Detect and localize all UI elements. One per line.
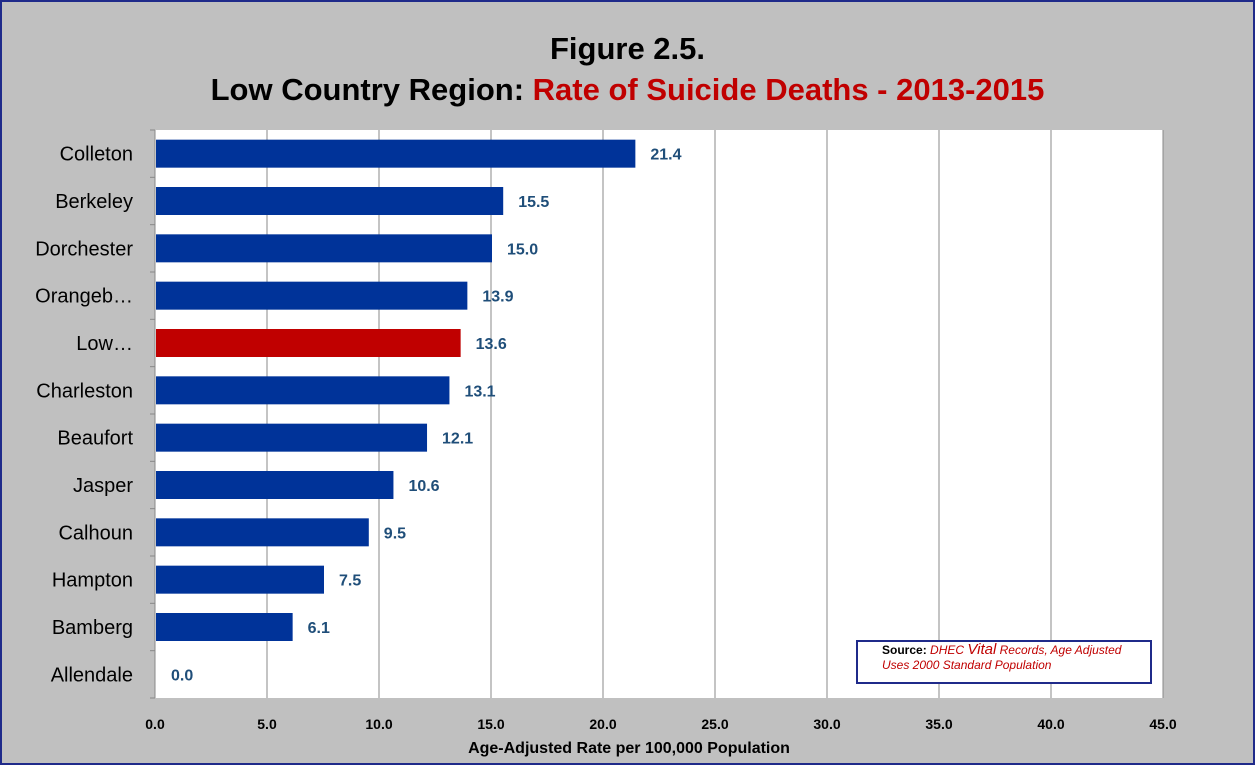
x-tick-label: 25.0 bbox=[701, 716, 728, 732]
title-line-2-red: Rate of Suicide Deaths - 2013-2015 bbox=[532, 72, 1045, 107]
data-label: 21.4 bbox=[650, 147, 681, 164]
x-tick-label: 30.0 bbox=[813, 716, 840, 732]
x-axis-label: Age-Adjusted Rate per 100,000 Population bbox=[468, 740, 790, 757]
x-tick-label: 10.0 bbox=[365, 716, 392, 732]
data-label: 9.5 bbox=[384, 525, 406, 542]
data-label: 15.0 bbox=[507, 241, 538, 258]
category-label: Calhoun bbox=[58, 522, 133, 544]
data-label: 12.1 bbox=[442, 431, 473, 448]
category-labels: Colleton Berkeley Dorchester Orangeb… Low… Ch… bbox=[35, 144, 133, 687]
data-label: 0.0 bbox=[171, 667, 193, 684]
x-tick-label: 35.0 bbox=[925, 716, 952, 732]
title-line-2: Low Country Region: Rate of Suicide Deat… bbox=[0, 69, 1255, 110]
bar bbox=[156, 565, 324, 594]
bar bbox=[156, 281, 468, 310]
x-tick-label: 15.0 bbox=[477, 716, 504, 732]
x-tick-label: 40.0 bbox=[1037, 716, 1064, 732]
bar bbox=[156, 423, 428, 452]
category-label: Jasper bbox=[73, 475, 133, 497]
category-label: Low… bbox=[76, 333, 133, 355]
data-label: 13.9 bbox=[482, 289, 513, 306]
data-label: 15.5 bbox=[518, 194, 549, 211]
bars bbox=[156, 139, 636, 641]
category-label: Hampton bbox=[52, 570, 133, 592]
category-label: Colleton bbox=[60, 144, 133, 166]
bar bbox=[156, 613, 293, 641]
category-label: Charleston bbox=[36, 380, 133, 402]
data-label: 7.5 bbox=[339, 573, 361, 590]
category-label: Orangeb… bbox=[35, 286, 133, 308]
value-labels: 21.4 15.5 15.0 13.9 13.6 13.1 12.1 10.6 9.5 7.5 6.… bbox=[171, 147, 682, 685]
x-tick-label: 5.0 bbox=[257, 716, 277, 732]
category-label: Allendale bbox=[51, 664, 133, 686]
x-tick-labels: 0.0 5.0 10.0 15.0 20.0 25.0 30.0 35.0 40.0 45.0 bbox=[145, 716, 1177, 732]
source-text-1: DHEC bbox=[930, 643, 968, 657]
x-tick-label: 0.0 bbox=[145, 716, 165, 732]
bar bbox=[156, 518, 369, 547]
data-label: 10.6 bbox=[408, 478, 439, 495]
bar bbox=[156, 234, 492, 263]
bar bbox=[156, 376, 450, 405]
data-label: 13.6 bbox=[476, 336, 507, 353]
chart-title: Figure 2.5. Low Country Region: Rate of … bbox=[0, 28, 1255, 110]
source-separator: : bbox=[922, 643, 931, 657]
title-line-1: Figure 2.5. bbox=[549, 31, 706, 66]
category-label: Bamberg bbox=[52, 617, 133, 639]
category-label: Dorchester bbox=[35, 238, 133, 260]
category-label: Beaufort bbox=[57, 428, 133, 450]
data-label: 13.1 bbox=[464, 383, 495, 400]
x-tick-label: 20.0 bbox=[589, 716, 616, 732]
category-label: Berkeley bbox=[55, 191, 133, 213]
x-tick-label: 45.0 bbox=[1149, 716, 1176, 732]
source-label: Source bbox=[882, 643, 923, 657]
gridlines bbox=[150, 129, 1164, 699]
plot-area bbox=[155, 130, 1163, 698]
bar bbox=[156, 471, 394, 499]
title-line-2-black: Low Country Region: bbox=[210, 72, 533, 107]
data-label: 6.1 bbox=[308, 620, 330, 637]
source-note: Source: DHEC Vital Records, Age Adjusted… bbox=[856, 640, 1152, 684]
bar bbox=[156, 187, 504, 215]
bar bbox=[156, 329, 461, 357]
source-text-3: Records, Age Adjusted Uses 2000 Standard… bbox=[882, 643, 1122, 672]
source-text-2: Vital bbox=[967, 641, 997, 658]
bar bbox=[156, 139, 636, 168]
